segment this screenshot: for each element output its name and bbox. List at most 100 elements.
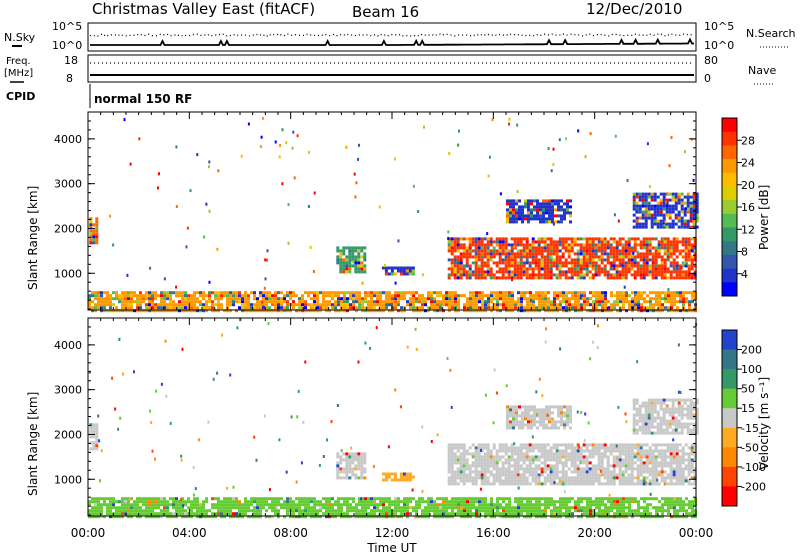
heatmap-cell	[462, 246, 466, 250]
heatmap-cell	[289, 291, 292, 295]
heatmap-speck	[558, 138, 561, 142]
heatmap-cell	[357, 267, 361, 271]
heatmap-cell	[546, 252, 550, 256]
heatmap-cell	[567, 276, 571, 280]
heatmap-cell	[621, 458, 625, 462]
heatmap-cell	[304, 309, 307, 313]
heatmap-cell	[199, 300, 202, 304]
heatmap-cell	[615, 458, 619, 462]
heatmap-cell	[591, 455, 595, 459]
heatmap-cell	[342, 264, 346, 268]
heatmap-cell	[678, 482, 682, 486]
heatmap-cell	[573, 261, 577, 265]
heatmap-cell	[576, 252, 580, 256]
heatmap-cell	[506, 214, 509, 218]
heatmap-cell	[360, 455, 364, 459]
heatmap-cell	[546, 246, 550, 250]
heatmap-cell	[684, 255, 688, 259]
heatmap-cell	[624, 455, 628, 459]
heatmap-cell	[579, 446, 583, 450]
heatmap-cell	[606, 458, 610, 462]
heatmap-cell	[193, 503, 196, 507]
heatmap-cell	[621, 461, 625, 465]
heatmap-cell	[542, 220, 545, 224]
heatmap-cell	[504, 461, 508, 465]
heatmap-cell	[271, 500, 274, 504]
heatmap-cell	[124, 503, 127, 507]
heatmap-speck	[262, 305, 265, 309]
heatmap-cell	[692, 401, 696, 405]
heatmap-cell	[636, 473, 640, 477]
heatmap-cell	[549, 261, 553, 265]
heatmap-cell	[597, 458, 601, 462]
heatmap-cell	[647, 425, 651, 429]
heatmap-cell	[531, 479, 535, 483]
heatmap-cell	[325, 506, 328, 510]
heatmap-cell	[391, 503, 394, 507]
heatmap-cell	[543, 461, 547, 465]
heatmap-cell	[253, 294, 256, 298]
heatmap-cell	[92, 229, 96, 233]
heatmap-cell	[475, 300, 478, 304]
heatmap-cell	[689, 407, 693, 411]
heatmap-cell	[408, 475, 412, 479]
heatmap-cell	[654, 446, 658, 450]
heatmap-cell	[600, 240, 604, 244]
heatmap-cell	[196, 503, 199, 507]
heatmap-cell	[658, 306, 661, 310]
heatmap-cell	[551, 426, 554, 430]
heatmap-cell	[538, 309, 541, 313]
heatmap-cell	[528, 243, 532, 247]
heatmap-cell	[672, 270, 676, 274]
heatmap-cell	[379, 291, 382, 295]
heatmap-cell	[357, 467, 361, 471]
heatmap-cell	[573, 467, 577, 471]
heatmap-cell	[659, 192, 663, 196]
heatmap-cell	[693, 273, 697, 277]
heatmap-cell	[633, 255, 637, 259]
heatmap-cell	[175, 309, 178, 313]
heatmap-cell	[388, 497, 391, 501]
heatmap-cell	[477, 255, 481, 259]
heatmap-cell	[235, 294, 238, 298]
heatmap-cell	[574, 303, 577, 307]
heatmap-cell	[492, 473, 496, 477]
heatmap-cell	[549, 467, 553, 471]
heatmap-cell	[638, 195, 642, 199]
heatmap-cell	[567, 237, 571, 241]
heatmap-cell	[603, 267, 607, 271]
heatmap-cell	[469, 306, 472, 310]
heatmap-cell	[184, 294, 187, 298]
heatmap-cell	[669, 243, 673, 247]
heatmap-cell	[601, 300, 604, 304]
heatmap-cell	[637, 309, 640, 313]
heatmap-cell	[585, 270, 589, 274]
heatmap-cell	[543, 470, 547, 474]
heatmap-cell	[666, 258, 670, 262]
heatmap-cell	[166, 303, 169, 307]
heatmap-cell	[695, 195, 699, 199]
heatmap-cell	[527, 217, 530, 221]
heatmap-cell	[345, 264, 349, 268]
heatmap-cell	[486, 237, 490, 241]
heatmap-cell	[166, 509, 169, 513]
heatmap-cell	[525, 467, 529, 471]
heatmap-cell	[585, 443, 589, 447]
heatmap-speck	[196, 153, 199, 157]
heatmap-cell	[466, 309, 469, 313]
heatmap-cell	[604, 303, 607, 307]
heatmap-cell	[671, 204, 675, 208]
heatmap-cell	[640, 303, 643, 307]
heatmap-cell	[519, 479, 523, 483]
heatmap-cell	[674, 192, 678, 196]
heatmap-cell	[570, 243, 574, 247]
heatmap-cell	[689, 204, 693, 208]
heatmap-cell	[681, 458, 685, 462]
heatmap-cell	[109, 515, 112, 519]
heatmap-cell	[603, 237, 607, 241]
heatmap-cell	[545, 408, 548, 412]
heatmap-speck	[109, 214, 112, 218]
heatmap-cell	[510, 249, 514, 253]
heatmap-cell	[468, 473, 472, 477]
